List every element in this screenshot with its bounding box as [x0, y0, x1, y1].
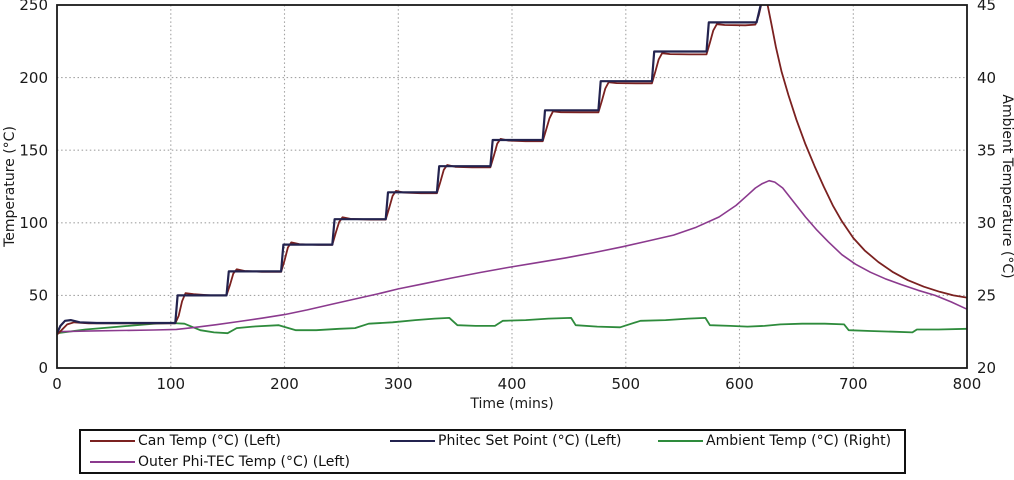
y-right-tick-label: 30 — [977, 214, 996, 232]
y-right-tick-label: 45 — [977, 0, 996, 14]
y-right-tick-label: 20 — [977, 359, 996, 377]
x-tick-label: 300 — [384, 375, 413, 393]
series-line-3 — [57, 179, 967, 333]
y-right-tick-label: 25 — [977, 287, 996, 305]
y-axis-title-left: Temperature (°C) — [2, 126, 18, 248]
x-tick-label: 400 — [498, 375, 527, 393]
legend-label-phitec-set-point: Phitec Set Point (°C) (Left) — [438, 433, 622, 449]
legend-label-outer-phitec-temp: Outer Phi-TEC Temp (°C) (Left) — [138, 454, 350, 470]
y-left-tick-label: 150 — [19, 141, 48, 159]
plot-border — [56, 4, 968, 369]
legend-label-can-temp: Can Temp (°C) (Left) — [138, 433, 281, 449]
legend-label-ambient-temp: Ambient Temp (°C) (Right) — [706, 433, 892, 449]
legend-line-outer-phitec-temp — [90, 461, 135, 463]
legend-item-ambient-temp: Ambient Temp (°C) (Right) — [658, 431, 904, 451]
legend: Can Temp (°C) (Left) Phitec Set Point (°… — [79, 429, 906, 474]
x-axis-title: Time (mins) — [469, 396, 553, 412]
x-tick-label: 600 — [725, 375, 754, 393]
series-line-1 — [57, 5, 762, 334]
x-tick-label: 700 — [839, 375, 868, 393]
legend-line-can-temp — [90, 440, 135, 442]
legend-line-ambient-temp — [658, 440, 703, 442]
x-tick-label: 500 — [611, 375, 640, 393]
y-left-tick-label: 0 — [38, 359, 48, 377]
y-left-tick-label: 50 — [29, 287, 48, 305]
legend-item-outer-phitec-temp: Outer Phi-TEC Temp (°C) (Left) — [90, 452, 390, 472]
y-axis-title-right: Ambient Temperature (°C) — [999, 94, 1014, 278]
y-right-tick-label: 40 — [977, 69, 996, 87]
legend-item-can-temp: Can Temp (°C) (Left) — [90, 431, 390, 451]
y-left-tick-label: 200 — [19, 69, 48, 87]
legend-line-phitec-set-point — [390, 440, 435, 442]
series-line-2 — [57, 317, 967, 335]
y-left-tick-label: 250 — [19, 0, 48, 14]
x-tick-label: 800 — [953, 375, 982, 393]
x-tick-label: 0 — [52, 375, 62, 393]
y-right-tick-label: 35 — [977, 141, 996, 159]
x-tick-label: 100 — [156, 375, 185, 393]
x-tick-label: 200 — [270, 375, 299, 393]
legend-item-phitec-set-point: Phitec Set Point (°C) (Left) — [390, 431, 658, 451]
y-left-tick-label: 100 — [19, 214, 48, 232]
